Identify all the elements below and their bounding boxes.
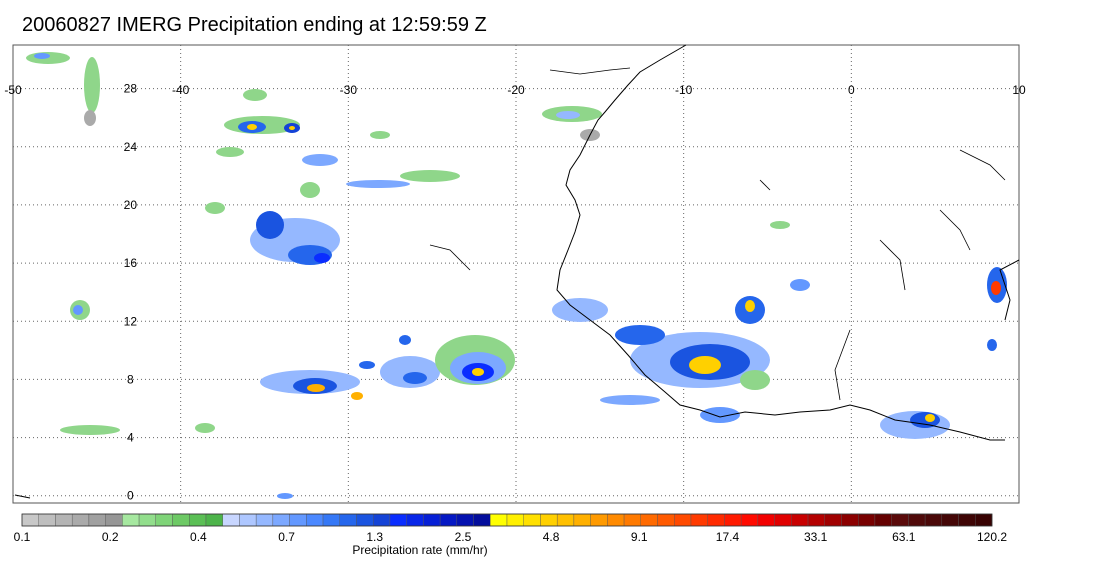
colorbar-cell: [255, 513, 274, 527]
latitude-label: 20: [124, 198, 138, 212]
colorbar-cell: [473, 513, 491, 527]
latitude-label: 28: [124, 82, 138, 96]
colorbar-cell: [490, 513, 508, 527]
colorbar-cell: [272, 513, 290, 527]
map-title: 20060827 IMERG Precipitation ending at 1…: [22, 14, 487, 36]
colorbar-cell: [423, 513, 441, 527]
colorbar-tick-label: 0.1: [14, 530, 31, 544]
colorbar-tick-label: 120.2: [977, 530, 1007, 544]
colorbar-cell: [122, 513, 140, 527]
colorbar-cell: [55, 513, 73, 527]
colorbar-cell: [373, 513, 391, 527]
latitude-labels: 0 4 8 12 16 20 24 28: [124, 82, 138, 503]
colorbar-cell: [306, 513, 324, 527]
colorbar-frame: [21, 513, 993, 527]
colorbar-cell: [21, 513, 39, 527]
colorbar-tick-label: 2.5: [455, 530, 472, 544]
colorbar-cell: [189, 513, 207, 527]
longitude-labels: -50 -40 -30 -20 -10 0 10: [4, 83, 1026, 97]
longitude-label: 10: [1012, 83, 1026, 97]
colorbar-cells: [21, 513, 993, 527]
colorbar-cell: [858, 513, 876, 527]
colorbar-cell: [339, 513, 357, 527]
graticule: [13, 45, 1019, 503]
colorbar-cell: [289, 513, 307, 527]
colorbar-cell: [222, 513, 240, 527]
colorbar-cell: [71, 513, 90, 527]
colorbar-cell: [657, 513, 675, 527]
colorbar-tick-label: 17.4: [716, 530, 740, 544]
colorbar-cell: [924, 513, 943, 527]
colorbar-cell: [707, 513, 725, 527]
longitude-label: -40: [172, 83, 190, 97]
colorbar-cell: [105, 513, 123, 527]
longitude-label: -10: [675, 83, 693, 97]
colorbar-cell: [138, 513, 156, 527]
colorbar-tick-label: 33.1: [804, 530, 828, 544]
colorbar-cell: [874, 513, 892, 527]
colorbar-cell: [556, 513, 575, 527]
coastline: [14, 44, 1020, 499]
colorbar-tick-labels: 0.1 0.2 0.4 0.7 1.3 2.5 4.8 9.1 17.4 33.1 63.1 120.…: [14, 530, 1008, 544]
latitude-label: 0: [127, 489, 134, 503]
colorbar-cell: [590, 513, 608, 527]
colorbar-tick-label: 0.2: [102, 530, 119, 544]
colorbar-tick-label: 9.1: [631, 530, 648, 544]
latitude-label: 12: [124, 314, 138, 328]
colorbar-cell: [807, 513, 825, 527]
colorbar-cell: [172, 513, 190, 527]
colorbar-cell: [774, 513, 792, 527]
colorbar-cell: [724, 513, 742, 527]
colorbar-cell: [322, 513, 340, 527]
colorbar-cell: [623, 513, 641, 527]
latitude-label: 8: [127, 372, 134, 386]
colorbar-cell: [88, 513, 106, 527]
colorbar-tick-label: 0.4: [190, 530, 207, 544]
latitude-label: 24: [124, 140, 138, 154]
colorbar-cell: [690, 513, 708, 527]
colorbar-cell: [791, 513, 809, 527]
colorbar-cell: [841, 513, 859, 527]
colorbar-cell: [908, 513, 926, 527]
longitude-label: -20: [507, 83, 525, 97]
colorbar-cell: [506, 513, 524, 527]
colorbar-tick-label: 4.8: [543, 530, 560, 544]
longitude-label: 0: [848, 83, 855, 97]
latitude-label: 4: [127, 431, 134, 445]
colorbar-tick-label: 0.7: [278, 530, 295, 544]
colorbar-cell: [38, 513, 56, 527]
colorbar-cell: [356, 513, 374, 527]
colorbar-cell: [540, 513, 558, 527]
colorbar-cell: [740, 513, 759, 527]
colorbar-cell: [891, 513, 909, 527]
colorbar-cell: [824, 513, 842, 527]
latitude-label: 16: [124, 256, 138, 270]
colorbar: 0.1 0.2 0.4 0.7 1.3 2.5 4.8 9.1 17.4 33.1 63.1 120.…: [14, 513, 1008, 557]
colorbar-cell: [205, 513, 223, 527]
precipitation-field: [26, 52, 1007, 499]
colorbar-cell: [640, 513, 658, 527]
colorbar-cell: [456, 513, 474, 527]
colorbar-cell: [573, 513, 591, 527]
longitude-label: -50: [4, 83, 22, 97]
colorbar-label: Precipitation rate (mm/hr): [352, 543, 487, 557]
colorbar-cell: [941, 513, 959, 527]
longitude-label: -30: [340, 83, 358, 97]
colorbar-cell: [239, 513, 257, 527]
colorbar-cell: [757, 513, 775, 527]
colorbar-cell: [155, 513, 173, 527]
colorbar-cell: [523, 513, 541, 527]
colorbar-cell: [975, 513, 993, 527]
colorbar-tick-label: 63.1: [892, 530, 916, 544]
colorbar-cell: [607, 513, 625, 527]
colorbar-cell: [674, 513, 692, 527]
colorbar-cell: [958, 513, 976, 527]
colorbar-cell: [439, 513, 458, 527]
colorbar-cell: [389, 513, 407, 527]
colorbar-cell: [406, 513, 424, 527]
colorbar-tick-label: 1.3: [366, 530, 383, 544]
